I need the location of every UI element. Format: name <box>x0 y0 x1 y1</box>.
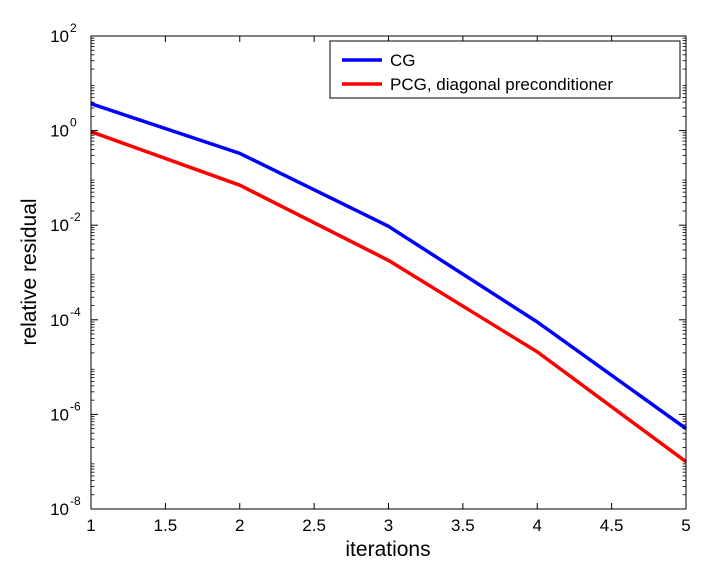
y-tick-exponent: -6 <box>70 399 81 413</box>
y-tick-label: 10 <box>50 216 69 235</box>
plot-frame <box>90 35 687 510</box>
y-tick-label: 10 <box>50 405 69 424</box>
x-tick-label: 2.5 <box>302 516 326 535</box>
legend-label-pcg: PCG, diagonal preconditioner <box>390 75 613 94</box>
x-tick-label: 3.5 <box>451 516 475 535</box>
legend: CG PCG, diagonal preconditioner <box>329 40 681 99</box>
y-tick-exponent: -4 <box>70 305 81 319</box>
legend-label-cg: CG <box>390 51 416 70</box>
x-tick-label: 1 <box>86 516 95 535</box>
series-layer <box>90 102 688 464</box>
x-tick-label: 3 <box>384 516 393 535</box>
series-line-cg <box>90 102 688 431</box>
y-tick-label: 10 <box>50 27 69 46</box>
y-tick-exponent: 2 <box>70 21 77 35</box>
x-tick-label: 4 <box>533 516 542 535</box>
y-axis-label: relative residual <box>18 198 41 345</box>
plot-background <box>91 36 686 509</box>
x-tick-label: 4.5 <box>600 516 624 535</box>
y-tick-label: 10 <box>50 311 69 330</box>
series-line-pcg <box>90 130 688 464</box>
x-axis-label: iterations <box>345 538 430 561</box>
y-tick-label: 10 <box>50 122 69 141</box>
legend-box <box>329 40 681 99</box>
x-ticks: 1 1.5 2 2.5 3 3.5 4 4.5 5 <box>86 36 691 535</box>
y-tick-exponent: -8 <box>70 494 81 508</box>
x-tick-label: 2 <box>235 516 244 535</box>
y-tick-exponent: -2 <box>70 210 81 224</box>
x-tick-label: 5 <box>681 516 690 535</box>
x-tick-label: 1.5 <box>154 516 178 535</box>
y-tick-label: 10 <box>50 500 69 519</box>
y-tick-exponent: 0 <box>70 116 77 130</box>
